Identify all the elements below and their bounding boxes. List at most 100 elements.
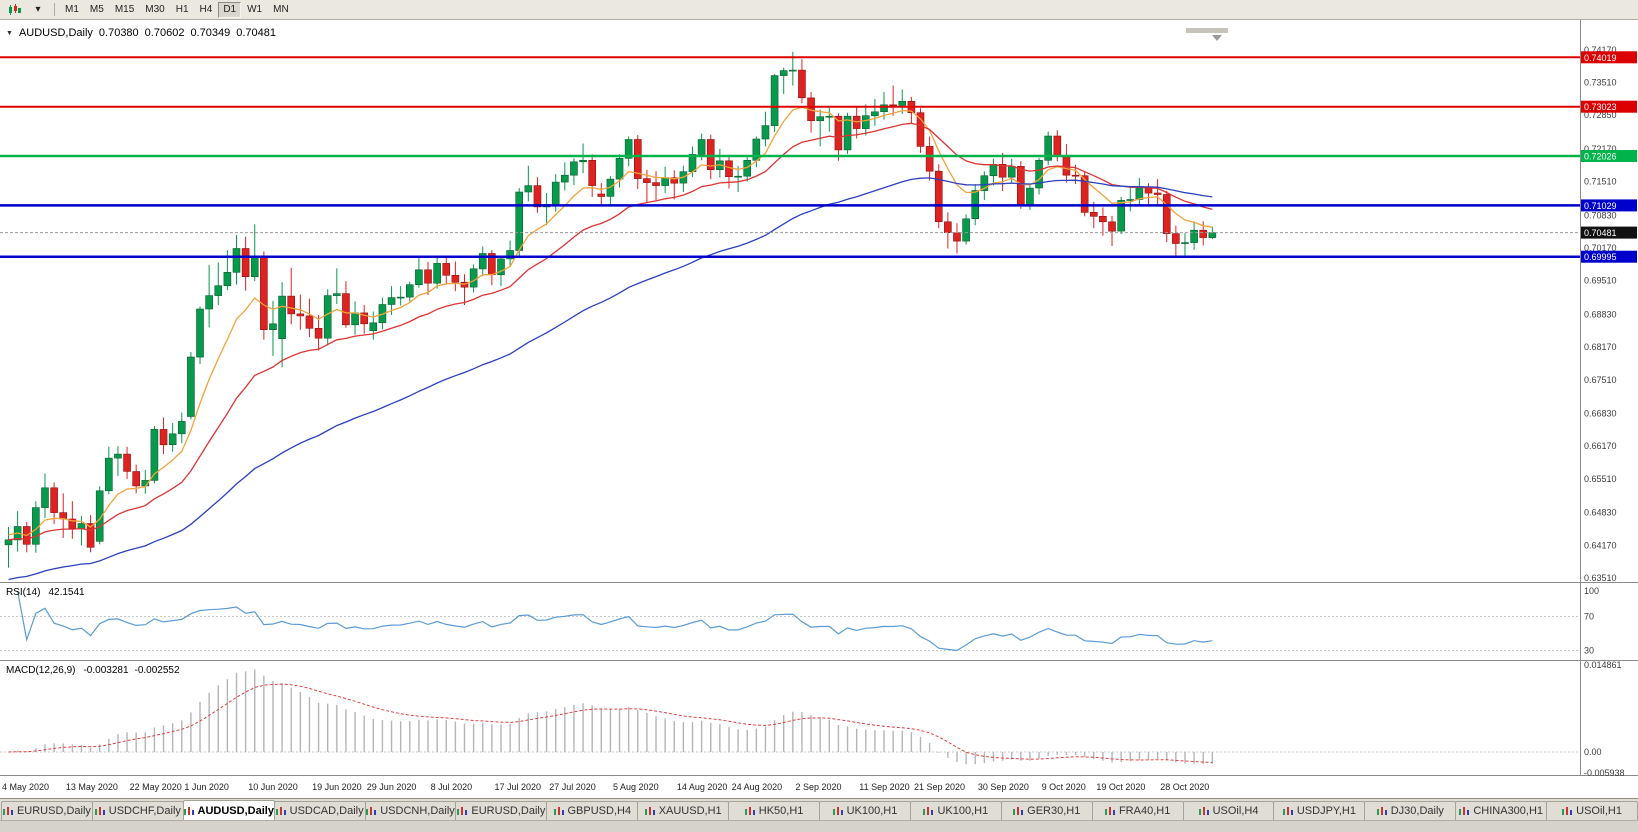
- chart-tab-uk100-h1[interactable]: UK100,H1: [819, 801, 911, 820]
- timeframe-dropdown-caret-icon[interactable]: ▾: [35, 4, 41, 15]
- svg-text:22 May 2020: 22 May 2020: [130, 782, 182, 792]
- grid-layer: [0, 20, 1638, 776]
- chart-tab-eurusd-daily[interactable]: EURUSD,Daily: [1, 801, 93, 820]
- svg-text:5 Aug 2020: 5 Aug 2020: [613, 782, 659, 792]
- chart-tab-label: AUDUSD,Daily: [197, 804, 274, 817]
- timeframe-button-m30[interactable]: M30: [145, 4, 165, 15]
- svg-text:-0.005938: -0.005938: [1584, 768, 1625, 778]
- svg-text:0.72850: 0.72850: [1584, 110, 1617, 120]
- timeframe-button-mn[interactable]: MN: [273, 4, 289, 15]
- mini-chart-icon: [1376, 806, 1387, 816]
- chart-tab-label: USDCAD,Daily: [289, 805, 364, 817]
- timeframe-button-m5[interactable]: M5: [89, 4, 104, 15]
- svg-text:0.00: 0.00: [1584, 747, 1602, 757]
- top-toolbar: ▾ M1 M5 M15 M30 H1 H4 D1 W1 MN: [0, 0, 1638, 20]
- chart-tab-label: USOil,H1: [1576, 805, 1622, 817]
- ma-8-line[interactable]: [8, 106, 1213, 537]
- svg-text:0.69510: 0.69510: [1584, 276, 1617, 286]
- svg-text:0.71029: 0.71029: [1584, 201, 1617, 211]
- svg-text:0.73510: 0.73510: [1584, 78, 1617, 88]
- macd-label: MACD(12,26,9) -0.003281 -0.002552: [6, 665, 180, 676]
- chart-tab-label: UK100,H1: [846, 805, 898, 817]
- mini-chart-icon: [1459, 806, 1470, 816]
- chart-tab-usoil-h1[interactable]: USOil,H1: [1546, 801, 1638, 820]
- chart-tab-usdcad-daily[interactable]: USDCAD,Daily: [273, 801, 366, 820]
- mini-chart-icon: [553, 806, 564, 816]
- candlestick-chart-icon[interactable]: [3, 2, 26, 18]
- quote-header: ▼ AUDUSD,Daily 0.70380 0.70602 0.70349 0…: [6, 27, 276, 39]
- mini-chart-icon: [1104, 806, 1115, 816]
- svg-text:0.66830: 0.66830: [1584, 409, 1617, 419]
- svg-text:0.66170: 0.66170: [1584, 441, 1617, 451]
- chart-tab-usdjpy-h1[interactable]: USDJPY,H1: [1273, 801, 1366, 820]
- chart-tab-dj30-daily[interactable]: DJ30,Daily: [1364, 801, 1457, 820]
- rsi-line: [17, 590, 1213, 652]
- chart-tab-usdchf-daily[interactable]: USDCHF,Daily: [91, 801, 184, 820]
- svg-text:4 May 2020: 4 May 2020: [2, 782, 49, 792]
- mini-chart-icon: [1282, 806, 1293, 816]
- svg-text:30 Sep 2020: 30 Sep 2020: [978, 782, 1029, 792]
- symbol-period-label: AUDUSD,Daily: [18, 27, 93, 39]
- timeframe-button-h4[interactable]: H4: [199, 4, 213, 15]
- chart-tab-xauusd-h1[interactable]: XAUUSD,H1: [637, 801, 730, 820]
- quote-close: 0.70481: [236, 27, 276, 39]
- svg-text:0.74170: 0.74170: [1584, 45, 1617, 55]
- chart-tab-eurusd-daily[interactable]: EURUSD,Daily: [455, 801, 548, 820]
- chart-tab-label: HK50,H1: [758, 805, 804, 817]
- svg-text:0.64830: 0.64830: [1584, 508, 1617, 518]
- svg-text:0.72170: 0.72170: [1584, 144, 1617, 154]
- mini-chart-icon: [275, 806, 286, 816]
- svg-text:19 Oct 2020: 19 Oct 2020: [1096, 782, 1145, 792]
- ma-55-line[interactable]: [8, 177, 1213, 581]
- chart-tab-gbpusd-h4[interactable]: GBPUSD,H4: [546, 801, 639, 820]
- indicators-layer: [0, 590, 1580, 765]
- ma-21-line[interactable]: [8, 122, 1213, 541]
- svg-text:70: 70: [1584, 612, 1594, 622]
- chart-tab-hk50-h1[interactable]: HK50,H1: [728, 801, 821, 820]
- svg-text:19 Jun 2020: 19 Jun 2020: [312, 782, 362, 792]
- mini-chart-icon: [183, 806, 194, 816]
- chart-tab-label: FRA40,H1: [1118, 805, 1171, 817]
- chart-tab-audusd-daily[interactable]: AUDUSD,Daily: [182, 800, 275, 820]
- quote-high: 0.70602: [144, 27, 185, 39]
- svg-text:0.71510: 0.71510: [1584, 177, 1617, 187]
- timeframe-button-m15[interactable]: M15: [114, 4, 135, 15]
- mini-chart-icon: [1198, 806, 1209, 816]
- mini-chart-icon: [744, 806, 755, 816]
- timeframe-button-d1[interactable]: D1: [218, 1, 242, 18]
- svg-text:27 Jul 2020: 27 Jul 2020: [549, 782, 596, 792]
- svg-text:0.73023: 0.73023: [1584, 102, 1617, 112]
- timeframe-button-h1[interactable]: H1: [175, 4, 189, 15]
- moving-averages-layer: [8, 106, 1213, 581]
- svg-text:30: 30: [1584, 646, 1594, 656]
- timeframe-button-m1[interactable]: M1: [65, 4, 79, 15]
- svg-text:11 Sep 2020: 11 Sep 2020: [859, 782, 909, 792]
- svg-text:21 Sep 2020: 21 Sep 2020: [914, 782, 965, 792]
- chart-tab-china300-h1[interactable]: CHINA300,H1: [1455, 801, 1548, 820]
- chart-scrollbar-thumb[interactable]: [1186, 28, 1228, 33]
- chart-shift-marker[interactable]: [1212, 35, 1222, 41]
- chart-tab-fra40-h1[interactable]: FRA40,H1: [1091, 801, 1184, 820]
- mini-chart-icon: [644, 806, 655, 816]
- svg-text:0.014861: 0.014861: [1584, 660, 1622, 670]
- mini-chart-icon: [1562, 806, 1573, 816]
- svg-text:100: 100: [1584, 586, 1599, 596]
- price-chart[interactable]: 0.74170 0.73510 0.72850 0.72170 0.71510 0.708…: [0, 20, 1638, 798]
- svg-text:0.74019: 0.74019: [1584, 53, 1617, 63]
- candles-layer: [4, 51, 1217, 568]
- toolbar-separator: [54, 3, 55, 16]
- chart-tab-uk100-h1[interactable]: UK100,H1: [909, 801, 1002, 820]
- timeframe-button-w1[interactable]: W1: [247, 4, 263, 15]
- svg-text:14 Aug 2020: 14 Aug 2020: [677, 782, 728, 792]
- chart-tab-usdcnh-daily[interactable]: USDCNH,Daily: [364, 801, 457, 820]
- svg-text:0.68170: 0.68170: [1584, 342, 1617, 352]
- svg-text:0.70170: 0.70170: [1584, 243, 1617, 253]
- svg-text:28 Oct 2020: 28 Oct 2020: [1160, 782, 1209, 792]
- svg-text:17 Jul 2020: 17 Jul 2020: [494, 782, 541, 792]
- mini-chart-icon: [366, 806, 377, 816]
- chart-tab-ger30-h1[interactable]: GER30,H1: [1000, 801, 1093, 820]
- chart-tab-usoil-h4[interactable]: USOil,H4: [1182, 801, 1275, 820]
- levels-layer[interactable]: [0, 56, 1580, 258]
- macd-signal-line: [8, 683, 1213, 763]
- collapse-arrow-icon[interactable]: ▼: [6, 29, 13, 37]
